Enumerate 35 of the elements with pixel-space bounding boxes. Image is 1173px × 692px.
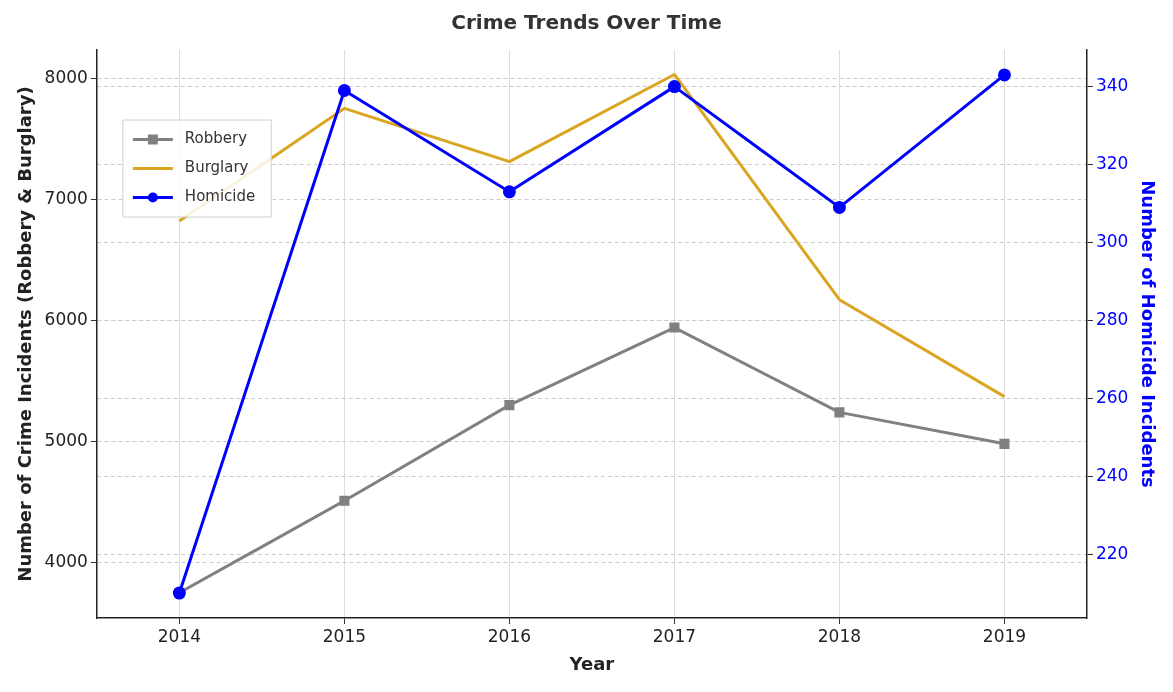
point (834, 407, 845, 418)
y2-tick-label: 280 (1095, 308, 1129, 329)
y-tick-label: 8000 (44, 66, 88, 87)
y-tick-label: 4000 (44, 550, 88, 571)
point (832, 200, 846, 214)
x-tick-label: 2014 (157, 625, 201, 646)
chart-title: Crime Trends Over Time (451, 10, 722, 35)
point (997, 68, 1011, 82)
point (669, 322, 680, 333)
legend-label: Robbery (184, 129, 248, 148)
y-tick-label: 7000 (44, 187, 88, 208)
y2-tick-label: 220 (1095, 542, 1129, 563)
x-tick-label: 2017 (652, 625, 697, 646)
point (337, 84, 351, 98)
legend-label: Burglary (184, 158, 249, 177)
y-tick-label: 5000 (44, 429, 88, 450)
y2-tick-label: 260 (1095, 386, 1129, 407)
y2-tick-label: 300 (1095, 230, 1129, 251)
point (339, 495, 350, 506)
y2-axis-title: Number of Homicide Incidents (1137, 180, 1159, 488)
x-axis-title: Year (568, 652, 615, 674)
y-tick-label: 6000 (44, 308, 88, 329)
x-tick-label: 2019 (982, 625, 1027, 646)
point (999, 438, 1010, 449)
x-tick-label: 2016 (487, 625, 532, 646)
x-tick-label: 2015 (322, 625, 367, 646)
point (667, 80, 681, 94)
x-tick-label: 2018 (817, 625, 862, 646)
y-axis-title: Number of Crime Incidents (Robbery & Burglary) (14, 86, 36, 582)
legend-label: Homicide (184, 187, 256, 206)
y2-tick-label: 240 (1095, 464, 1129, 485)
point (502, 185, 516, 199)
y2-tick-label: 340 (1095, 75, 1129, 96)
y2-tick-label: 320 (1095, 152, 1129, 173)
point (504, 400, 515, 411)
